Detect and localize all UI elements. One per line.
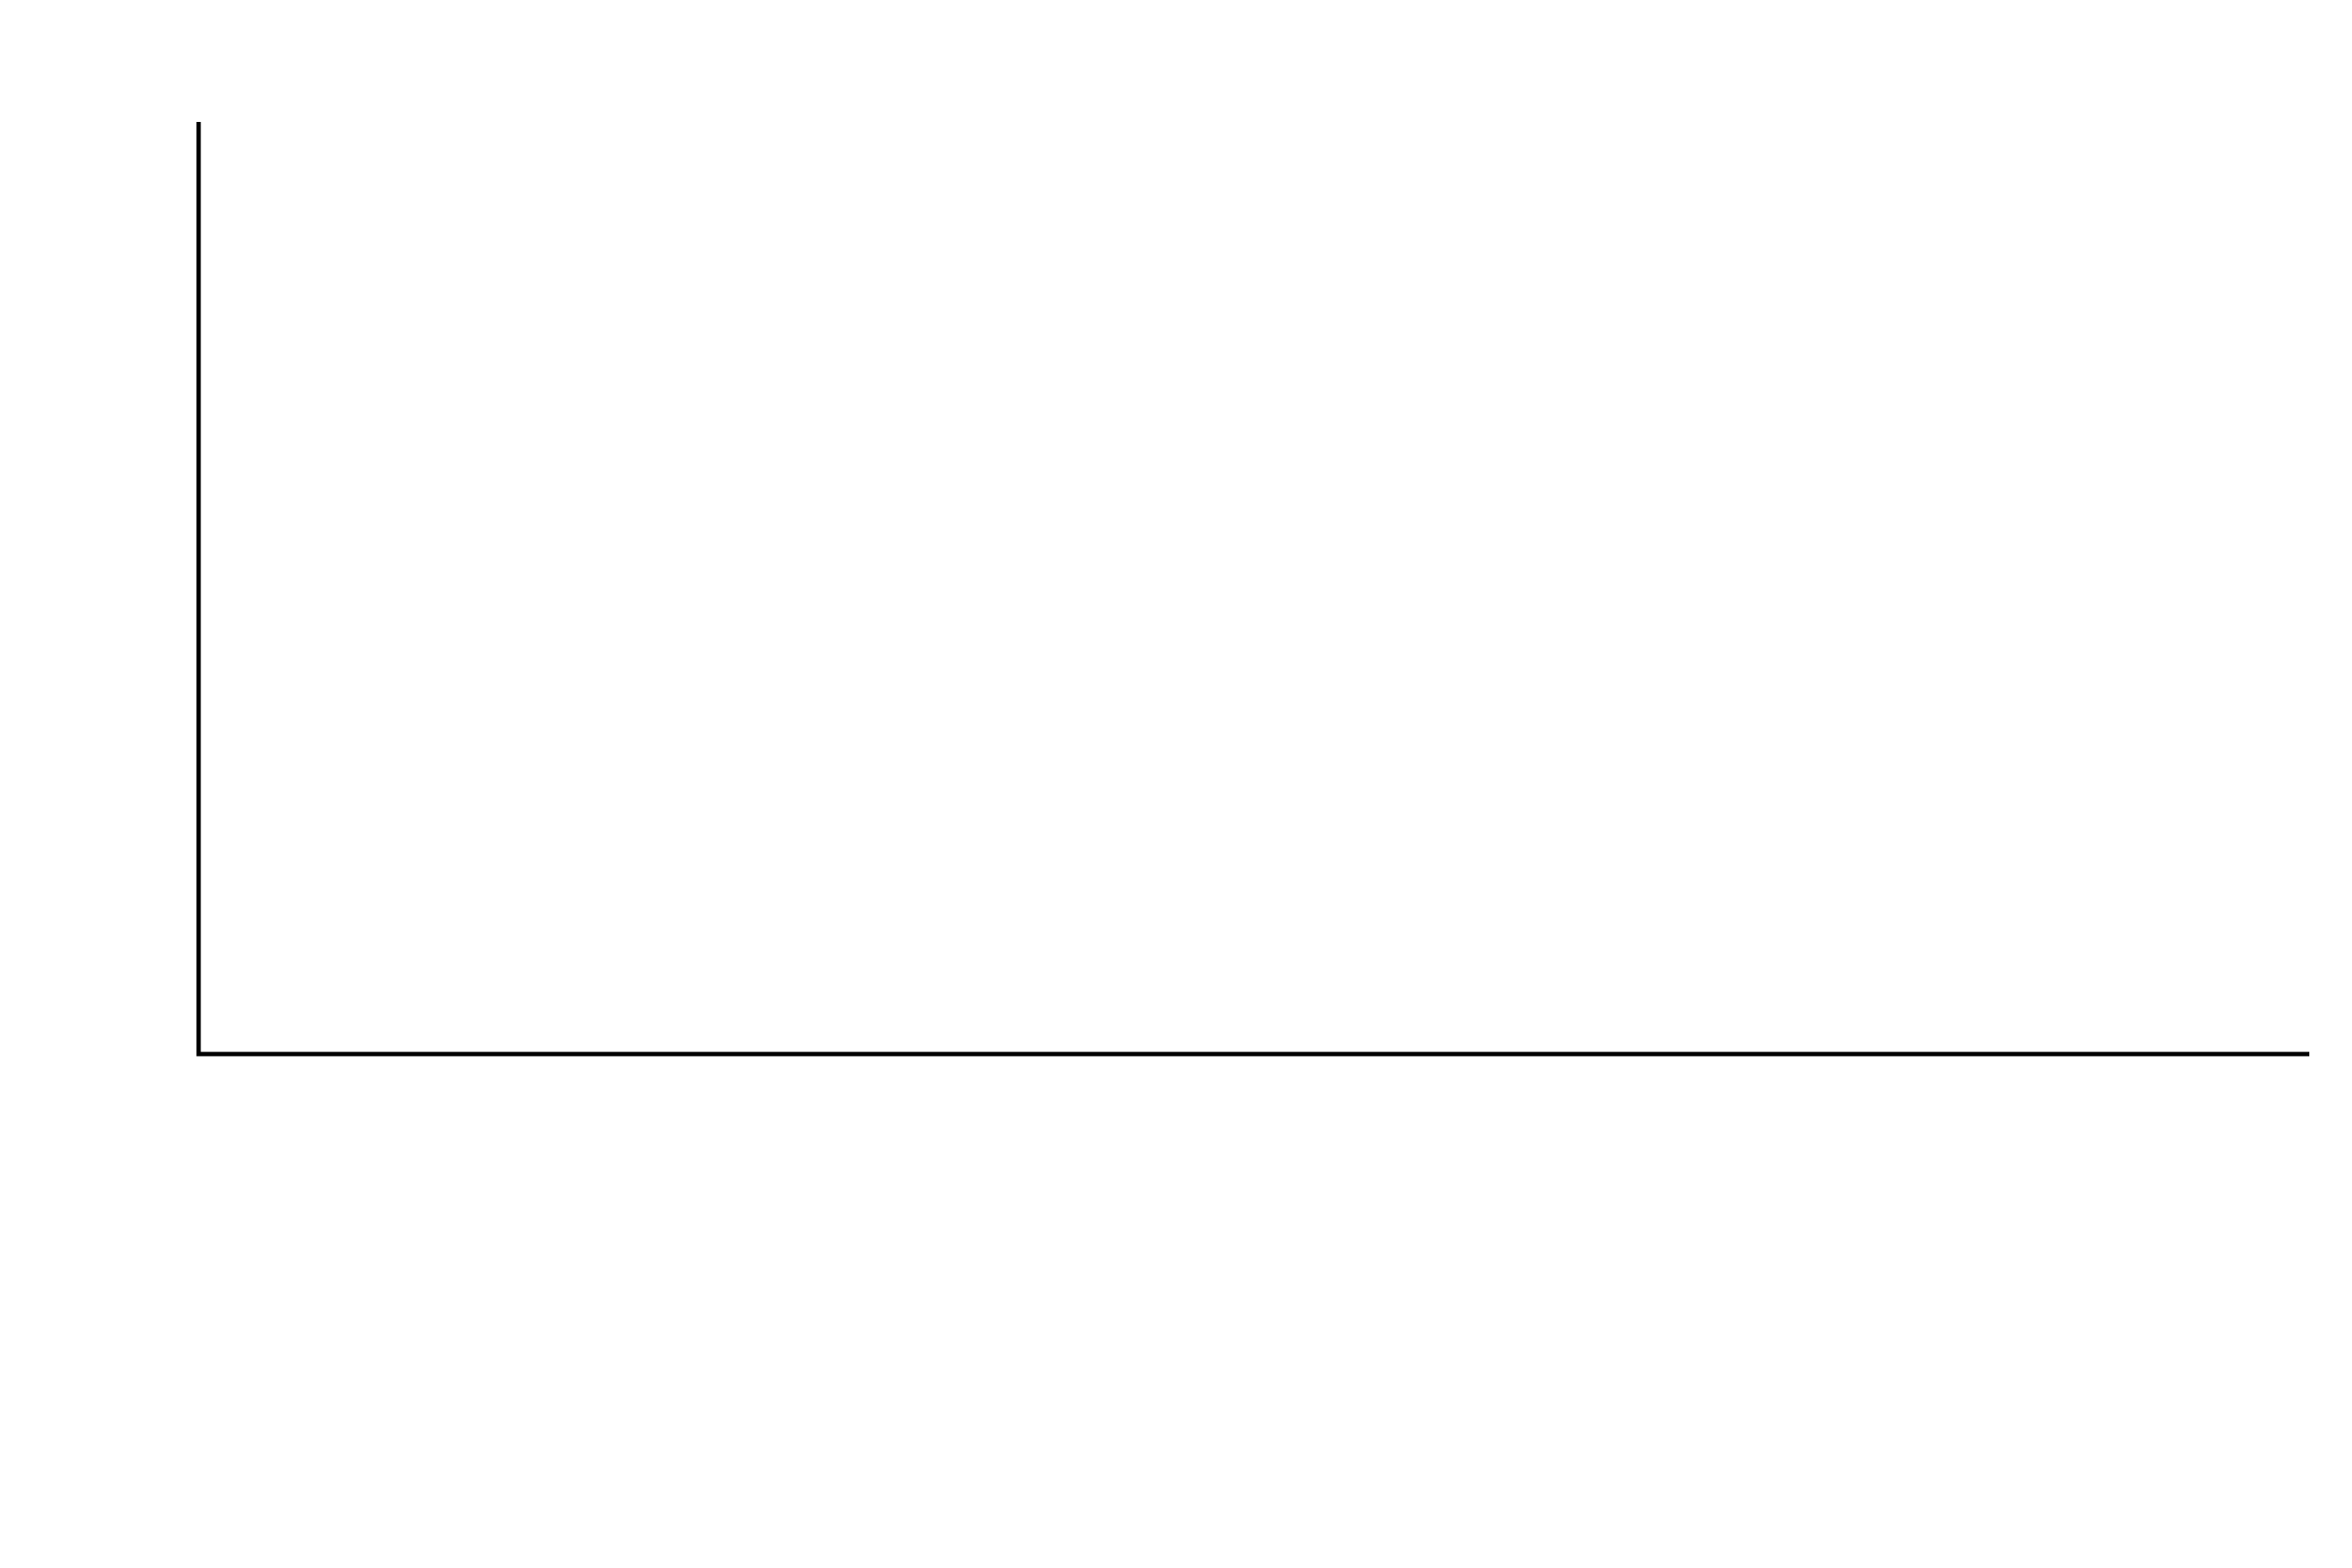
chart-canvas bbox=[196, 122, 2309, 1057]
violin-plot-figure bbox=[196, 122, 2309, 1057]
